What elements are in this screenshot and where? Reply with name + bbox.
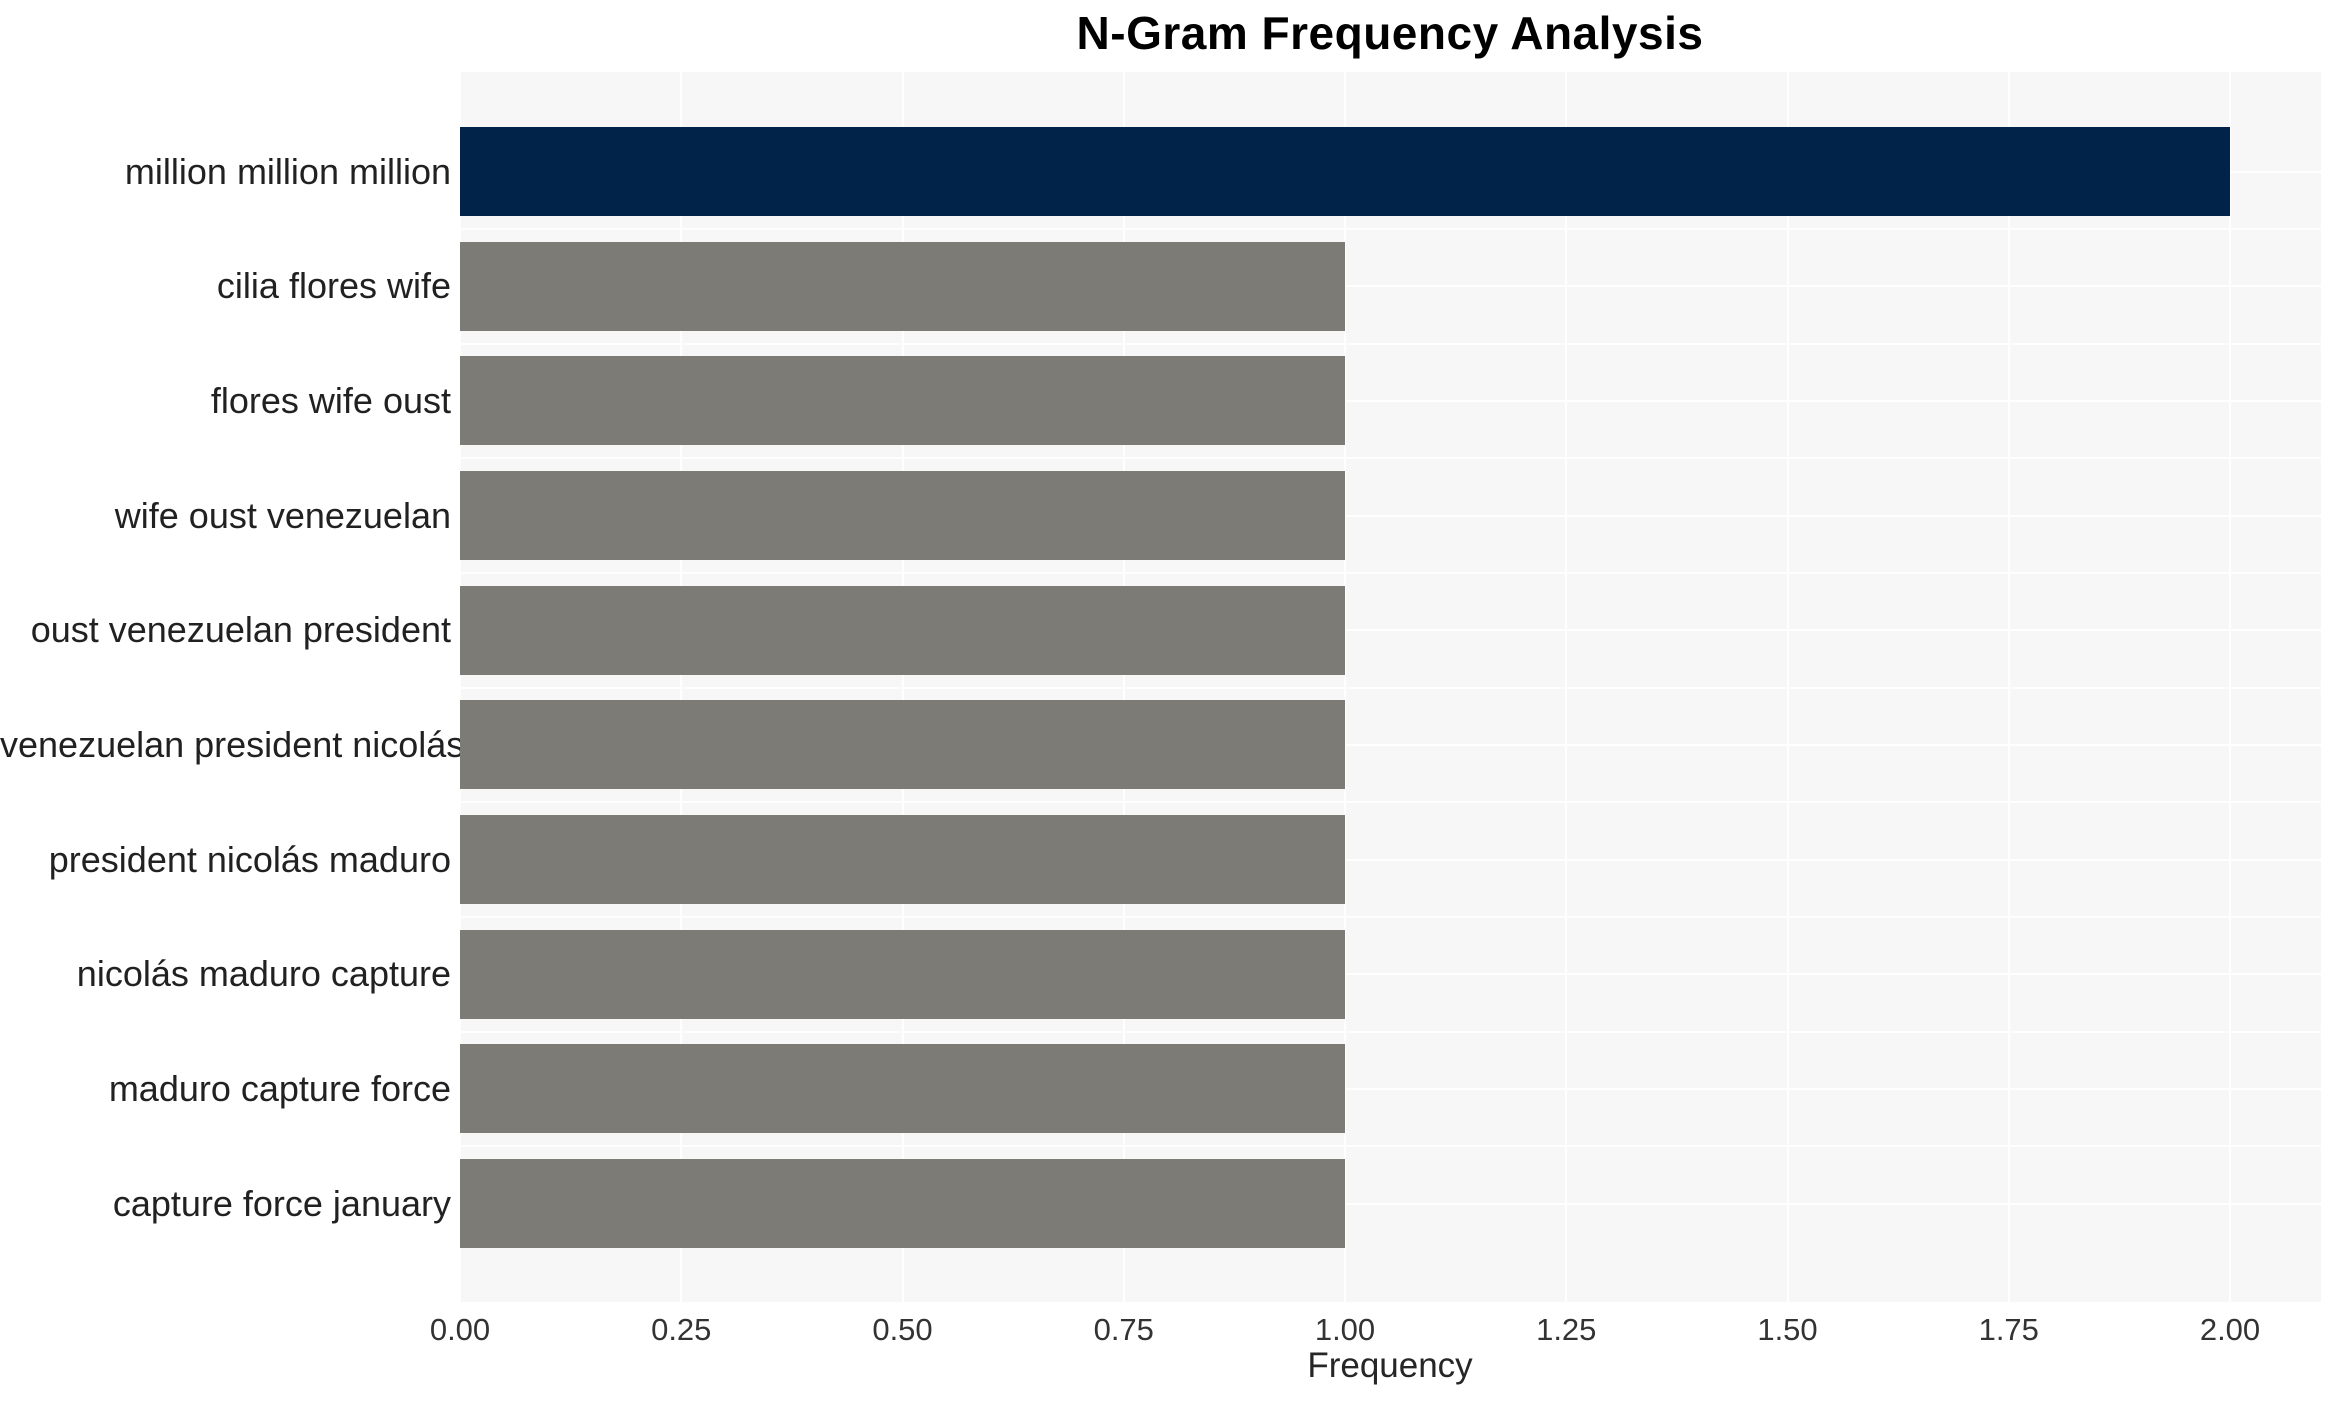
x-tick-label: 1.00 (1314, 1312, 1376, 1347)
x-tick-label: 1.75 (1978, 1312, 2039, 1347)
gridline-horizontal (460, 285, 2321, 288)
gridline-horizontal (460, 399, 2321, 402)
bar (460, 356, 1345, 446)
y-tick-label: capture force january (112, 1182, 451, 1224)
y-tick-label: cilia flores wife (216, 265, 451, 307)
bar (460, 929, 1345, 1019)
x-axis-title: Frequency (1307, 1346, 1473, 1385)
x-tick-label: 0.00 (429, 1312, 491, 1347)
gridline-horizontal-minor (460, 457, 2321, 460)
y-tick-label: oust venezuelan president (30, 609, 451, 651)
gridline-horizontal-minor (460, 571, 2321, 574)
x-tick-label: 0.75 (1093, 1312, 1154, 1347)
y-tick-label: flores wife oust (210, 379, 451, 421)
y-tick-label: wife oust venezuelan (114, 494, 451, 536)
gridline-horizontal (460, 743, 2321, 746)
y-tick-label: president nicolás maduro (48, 838, 451, 880)
gridline-horizontal (460, 514, 2321, 517)
bar (460, 1159, 1345, 1249)
x-tick-label: 0.50 (872, 1312, 933, 1347)
bar (460, 471, 1345, 560)
y-axis-labels: million million million cilia flores wife… (0, 0, 465, 1402)
gridline-horizontal-minor (460, 227, 2321, 230)
bar (460, 1044, 1345, 1134)
x-tick-label: 0.25 (651, 1312, 712, 1347)
plot-area (460, 72, 2321, 1302)
x-tick-label: 2.00 (2199, 1312, 2261, 1347)
gridline-horizontal-minor (460, 342, 2321, 345)
gridline-horizontal-minor (460, 1145, 2321, 1148)
bar (460, 700, 1345, 790)
y-tick-label: venezuelan president nicolás (0, 723, 465, 765)
bar (460, 815, 1345, 905)
x-tick-label: 1.50 (1757, 1312, 1818, 1347)
gridline-horizontal (460, 629, 2321, 632)
gridline-horizontal-minor (460, 801, 2321, 804)
y-tick-label: maduro capture force (108, 1067, 451, 1109)
gridline-horizontal-minor (460, 1030, 2321, 1033)
y-tick-label: million million million (124, 150, 451, 192)
bar (460, 241, 1345, 331)
y-tick-label: nicolás maduro capture (76, 953, 451, 995)
chart-title: N-Gram Frequency Analysis (1076, 7, 1704, 59)
bar (460, 127, 2230, 216)
gridline-horizontal-minor (460, 686, 2321, 689)
gridline-horizontal-minor (460, 915, 2321, 918)
x-tick-label: 1.25 (1536, 1312, 1597, 1347)
gridline-horizontal (460, 1087, 2321, 1090)
gridline-horizontal (460, 973, 2321, 976)
bar (460, 585, 1345, 675)
gridline-horizontal (460, 1202, 2321, 1205)
gridline-horizontal (460, 858, 2321, 861)
